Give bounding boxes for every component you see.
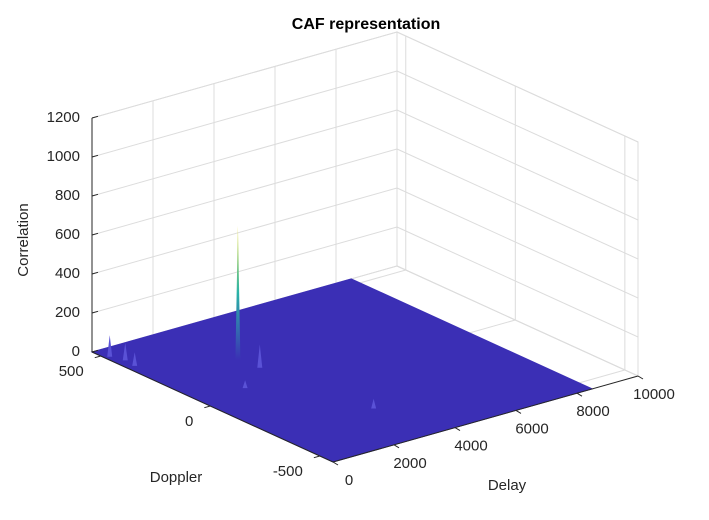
grid-line — [396, 109, 639, 221]
x-tick-label: 4000 — [454, 438, 487, 455]
grid-line — [91, 226, 398, 314]
z-tick-label: 400 — [55, 265, 80, 282]
z-tick — [91, 232, 99, 236]
z-tick — [91, 271, 99, 275]
x-tick-label: 10000 — [633, 386, 675, 403]
y-tick — [313, 455, 320, 459]
peak — [257, 344, 263, 368]
z-tick-label: 600 — [55, 226, 80, 243]
y-tick-label: 0 — [185, 413, 193, 430]
z-tick-label: 800 — [55, 187, 80, 204]
grid-line — [396, 265, 639, 377]
peak — [242, 380, 248, 389]
z-tick — [91, 310, 99, 314]
x-axis-label: Delay — [488, 477, 527, 494]
z-tick-label: 1000 — [47, 148, 80, 165]
x-tick — [515, 409, 522, 414]
z-tick — [91, 154, 99, 158]
grid-line — [396, 187, 639, 299]
peak — [371, 398, 377, 409]
y-tick — [204, 405, 211, 409]
peak — [107, 335, 113, 357]
z-tick-label: 200 — [55, 304, 80, 321]
grid-line — [396, 70, 639, 182]
z-axis-label: Correlation — [15, 203, 32, 276]
z-tick — [91, 349, 99, 353]
peak — [132, 352, 138, 366]
z-tick-label: 0 — [72, 343, 80, 360]
z-tick — [91, 115, 99, 119]
y-tick-label: -500 — [273, 463, 303, 480]
x-tick — [332, 461, 339, 466]
peak — [122, 342, 128, 361]
x-tick — [576, 392, 583, 397]
y-tick-label: 500 — [59, 363, 84, 380]
x-tick-label: 0 — [345, 472, 353, 489]
grid-line — [396, 148, 639, 260]
x-tick-label: 8000 — [576, 403, 609, 420]
x-tick — [393, 444, 400, 449]
grid-line — [91, 70, 398, 158]
grid-line — [396, 31, 639, 143]
y-axis — [91, 351, 334, 463]
y-tick — [94, 355, 101, 359]
chart-title: CAF representation — [292, 16, 440, 33]
grid-line — [91, 109, 398, 197]
grid-line — [396, 226, 639, 338]
z-tick — [91, 193, 99, 197]
grid-line — [91, 148, 398, 236]
grid-line — [91, 187, 398, 275]
x-tick-label: 6000 — [515, 420, 548, 437]
x-tick-label: 2000 — [393, 455, 426, 472]
y-axis-label: Doppler — [150, 469, 203, 486]
x-tick — [454, 427, 461, 432]
peak — [235, 225, 241, 361]
x-tick — [637, 375, 644, 380]
grid-line — [91, 31, 398, 119]
z-tick-label: 1200 — [47, 109, 80, 126]
x-axis — [332, 375, 639, 463]
